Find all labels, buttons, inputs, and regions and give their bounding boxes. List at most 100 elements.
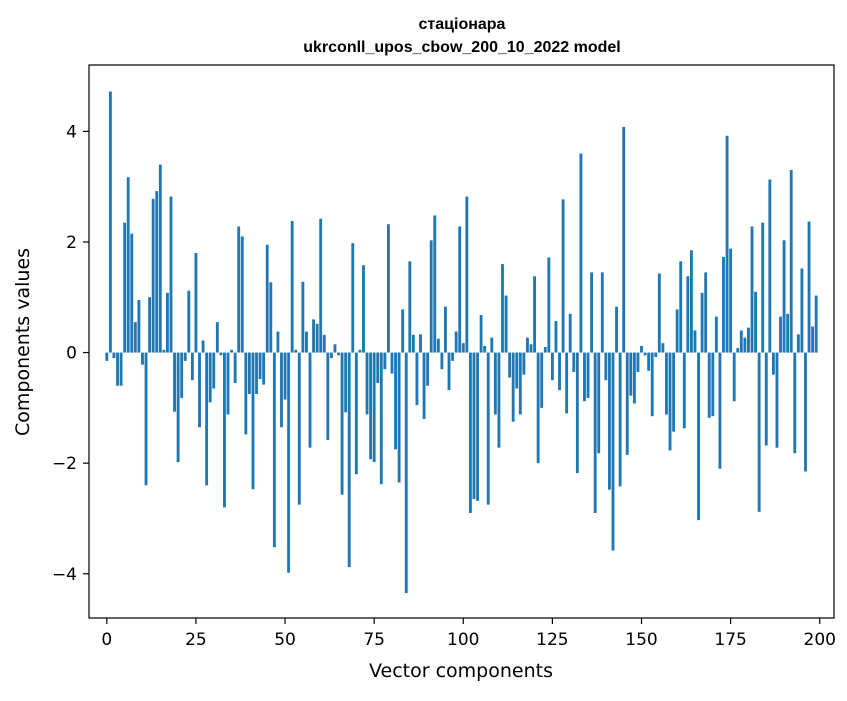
x-tick-label: 100 (447, 630, 479, 650)
bar-component-72 (362, 265, 365, 353)
bar-component-136 (590, 272, 594, 353)
bar-component-15 (158, 164, 162, 353)
bar-component-52 (290, 220, 294, 353)
bar-component-6 (126, 177, 130, 353)
bar-component-134 (583, 352, 586, 402)
bar-component-54 (297, 352, 301, 505)
bar-component-81 (394, 352, 397, 450)
bar-component-115 (515, 352, 519, 389)
x-tick-label: 75 (363, 630, 385, 650)
x-tick-label: 50 (274, 630, 296, 650)
bar-component-47 (272, 352, 276, 548)
bar-component-26 (198, 352, 201, 428)
bar-component-41 (251, 352, 255, 490)
bar-component-14 (155, 191, 159, 353)
x-tick-label: 175 (714, 630, 746, 650)
bar-component-21 (180, 352, 184, 398)
bar-component-122 (540, 352, 544, 408)
bar-component-17 (166, 292, 169, 353)
bar-component-118 (526, 337, 529, 353)
bar-component-125 (550, 352, 554, 381)
bars-layer (105, 91, 818, 594)
bar-component-147 (629, 352, 633, 396)
bar-component-7 (130, 233, 134, 353)
bar-component-179 (743, 337, 747, 353)
bar-component-110 (497, 352, 501, 448)
bar-component-65 (337, 352, 340, 356)
bar-component-84 (404, 352, 408, 594)
chart-title-line-2: ukrconll_upos_cbow_200_10_2022 model (303, 39, 620, 56)
bar-component-157 (665, 352, 668, 415)
y-axis-label: Components values (12, 248, 34, 436)
bar-component-153 (650, 352, 654, 417)
bar-component-132 (575, 352, 579, 474)
bar-component-36 (233, 352, 237, 383)
chart-title-line-1: стаціонара (419, 16, 506, 33)
bar-component-113 (508, 352, 512, 378)
x-tick-label: 200 (804, 630, 836, 650)
bar-component-145 (622, 126, 626, 353)
bar-component-98 (454, 331, 458, 353)
bar-component-70 (354, 352, 358, 475)
bar-component-37 (237, 226, 241, 353)
bar-component-195 (800, 268, 804, 353)
bar-component-199 (814, 295, 818, 353)
bar-component-164 (689, 250, 693, 353)
bar-component-2 (112, 352, 116, 359)
bar-component-106 (483, 345, 487, 353)
bar-component-89 (422, 352, 426, 419)
bar-component-162 (682, 352, 686, 429)
bar-component-95 (444, 306, 447, 353)
bar-component-170 (711, 352, 715, 417)
bar-component-178 (739, 330, 743, 353)
bar-component-127 (558, 352, 561, 391)
bar-component-131 (572, 352, 576, 372)
bar-component-27 (201, 340, 205, 353)
bar-component-56 (305, 331, 308, 353)
bar-component-103 (472, 352, 476, 500)
bar-component-61 (322, 334, 326, 353)
bar-component-107 (486, 352, 490, 505)
bar-component-189 (779, 316, 782, 353)
bar-component-192 (789, 170, 793, 353)
bar-component-44 (262, 352, 266, 385)
bar-component-176 (732, 352, 736, 402)
bar-component-168 (704, 272, 708, 353)
bar-component-79 (387, 224, 390, 353)
bar-component-11 (144, 352, 148, 486)
bar-component-137 (593, 352, 597, 513)
bar-component-92 (433, 215, 437, 353)
bar-component-159 (672, 352, 676, 432)
bar-component-135 (586, 352, 590, 398)
bar-component-32 (219, 352, 223, 356)
bar-component-38 (240, 236, 244, 353)
x-tick-label: 150 (625, 630, 657, 650)
bar-component-49 (280, 352, 283, 428)
bar-component-90 (426, 352, 430, 386)
bar-component-154 (654, 352, 658, 357)
bar-component-4 (119, 352, 123, 386)
bar-component-148 (632, 352, 636, 404)
bar-component-138 (597, 352, 601, 454)
bar-component-173 (722, 256, 725, 353)
bar-component-60 (319, 218, 323, 353)
bar-component-16 (162, 349, 166, 353)
bar-component-105 (479, 314, 483, 353)
bar-component-112 (504, 295, 508, 353)
bar-component-83 (401, 309, 405, 353)
bar-component-165 (693, 330, 697, 353)
bar-component-50 (283, 352, 287, 400)
bar-component-120 (533, 276, 536, 353)
bar-component-76 (376, 352, 380, 383)
bar-component-45 (265, 244, 269, 353)
bar-component-25 (194, 253, 198, 353)
bar-component-64 (333, 344, 337, 353)
bar-component-163 (686, 276, 690, 353)
x-tick-label: 0 (101, 630, 112, 650)
y-tick-label: −4 (52, 565, 77, 585)
bar-component-73 (365, 352, 369, 415)
bar-component-63 (329, 352, 333, 359)
bar-component-8 (133, 322, 137, 353)
bar-component-75 (372, 352, 376, 463)
